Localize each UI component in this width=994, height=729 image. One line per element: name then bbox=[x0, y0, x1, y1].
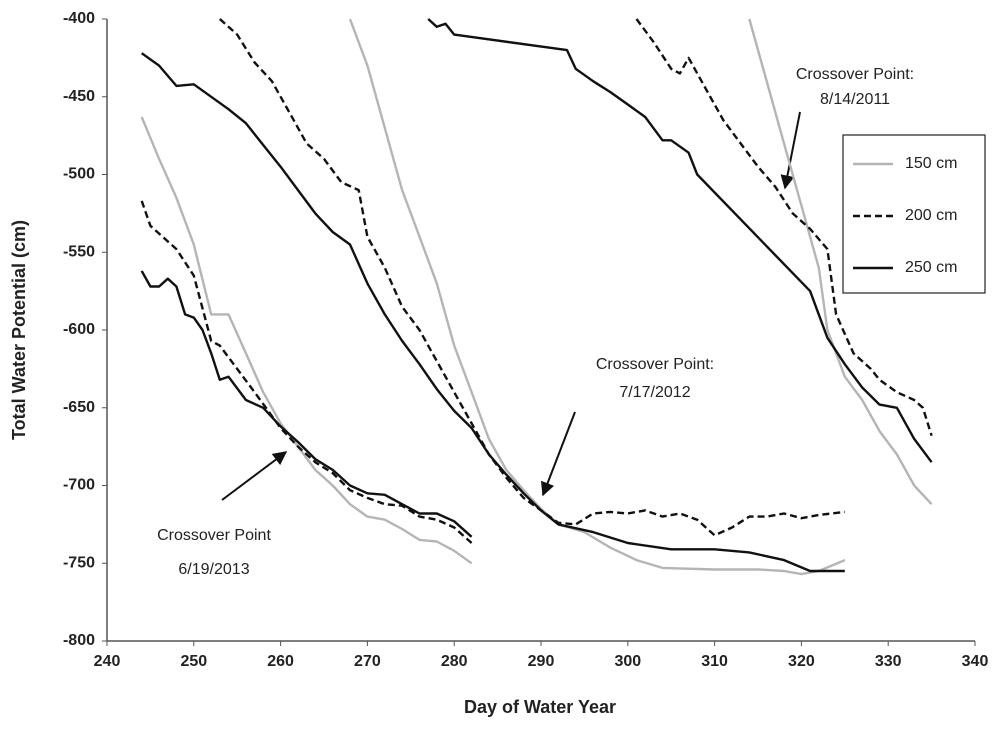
annotation-text: 7/17/2012 bbox=[619, 384, 690, 401]
annotation-arrow bbox=[541, 411, 576, 497]
x-tick-label: 270 bbox=[354, 653, 381, 670]
x-tick-label: 300 bbox=[614, 653, 641, 670]
x-tick-label: 280 bbox=[441, 653, 468, 670]
y-tick-label: -650 bbox=[63, 399, 95, 416]
legend-label: 150 cm bbox=[905, 155, 957, 172]
y-tick-label: -800 bbox=[63, 632, 95, 649]
annotation: Crossover Point: 8/14/2011 bbox=[780, 66, 914, 190]
annotation-text: 8/14/2011 bbox=[820, 91, 890, 108]
series-line bbox=[140, 18, 933, 573]
y-tick-label: -750 bbox=[63, 554, 95, 571]
y-tick-label: -550 bbox=[63, 243, 95, 260]
annotation-text: Crossover Point: bbox=[796, 66, 914, 83]
y-tick-label: -450 bbox=[63, 88, 95, 105]
annotation: Crossover Point 6/19/2013 bbox=[157, 451, 288, 578]
y-tick-label: -500 bbox=[63, 166, 95, 183]
annotation-arrow bbox=[780, 111, 801, 190]
annotation-text: 6/19/2013 bbox=[178, 561, 249, 578]
y-tick-label: -700 bbox=[63, 477, 95, 494]
series-line bbox=[140, 18, 933, 544]
legend-label: 250 cm bbox=[905, 259, 957, 276]
annotation-text: Crossover Point bbox=[157, 527, 271, 544]
annotation-text: Crossover Point: bbox=[596, 356, 714, 373]
x-tick-label: 340 bbox=[962, 653, 989, 670]
x-tick-label: 330 bbox=[875, 653, 902, 670]
legend-label: 200 cm bbox=[905, 207, 957, 224]
x-tick-label: 240 bbox=[94, 653, 121, 670]
x-tick-label: 260 bbox=[267, 653, 294, 670]
annotation-arrow bbox=[221, 451, 288, 501]
x-axis-title: Day of Water Year bbox=[464, 697, 616, 717]
legend-box bbox=[842, 134, 986, 294]
x-tick-label: 290 bbox=[528, 653, 555, 670]
y-tick-label: -600 bbox=[63, 321, 95, 338]
x-tick-label: 320 bbox=[788, 653, 815, 670]
y-axis-title: Total Water Potential (cm) bbox=[9, 220, 29, 440]
y-tick-label: -400 bbox=[63, 10, 95, 27]
x-tick-label: 250 bbox=[180, 653, 207, 670]
annotation: Crossover Point: 7/17/2012 bbox=[541, 356, 714, 497]
x-tick-label: 310 bbox=[701, 653, 728, 670]
